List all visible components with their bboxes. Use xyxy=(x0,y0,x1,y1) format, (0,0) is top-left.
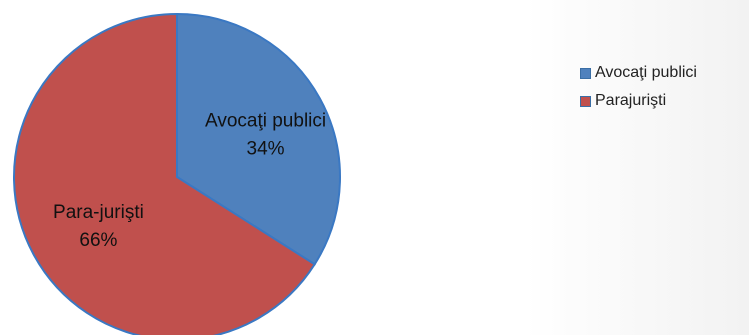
legend-swatch-parajuristi xyxy=(580,95,591,107)
legend-label-avocati-publici: Avocaţi publici xyxy=(595,64,697,81)
legend-item-avocati-publici: Avocaţi publici xyxy=(580,63,697,83)
slice-label-percent-0: 34% xyxy=(247,138,285,159)
slice-label-name-1: Para-jurişti xyxy=(53,202,144,223)
legend-item-parajuristi: Parajurişti xyxy=(580,91,697,111)
legend-swatch-avocati-publici xyxy=(580,67,591,79)
legend-label-parajuristi: Parajurişti xyxy=(595,92,667,109)
slice-label-name-0: Avocaţi publici xyxy=(205,110,326,131)
slice-label-percent-1: 66% xyxy=(79,230,117,251)
legend: Avocaţi publici Parajurişti xyxy=(580,63,697,119)
pie-slice-1 xyxy=(13,12,317,335)
